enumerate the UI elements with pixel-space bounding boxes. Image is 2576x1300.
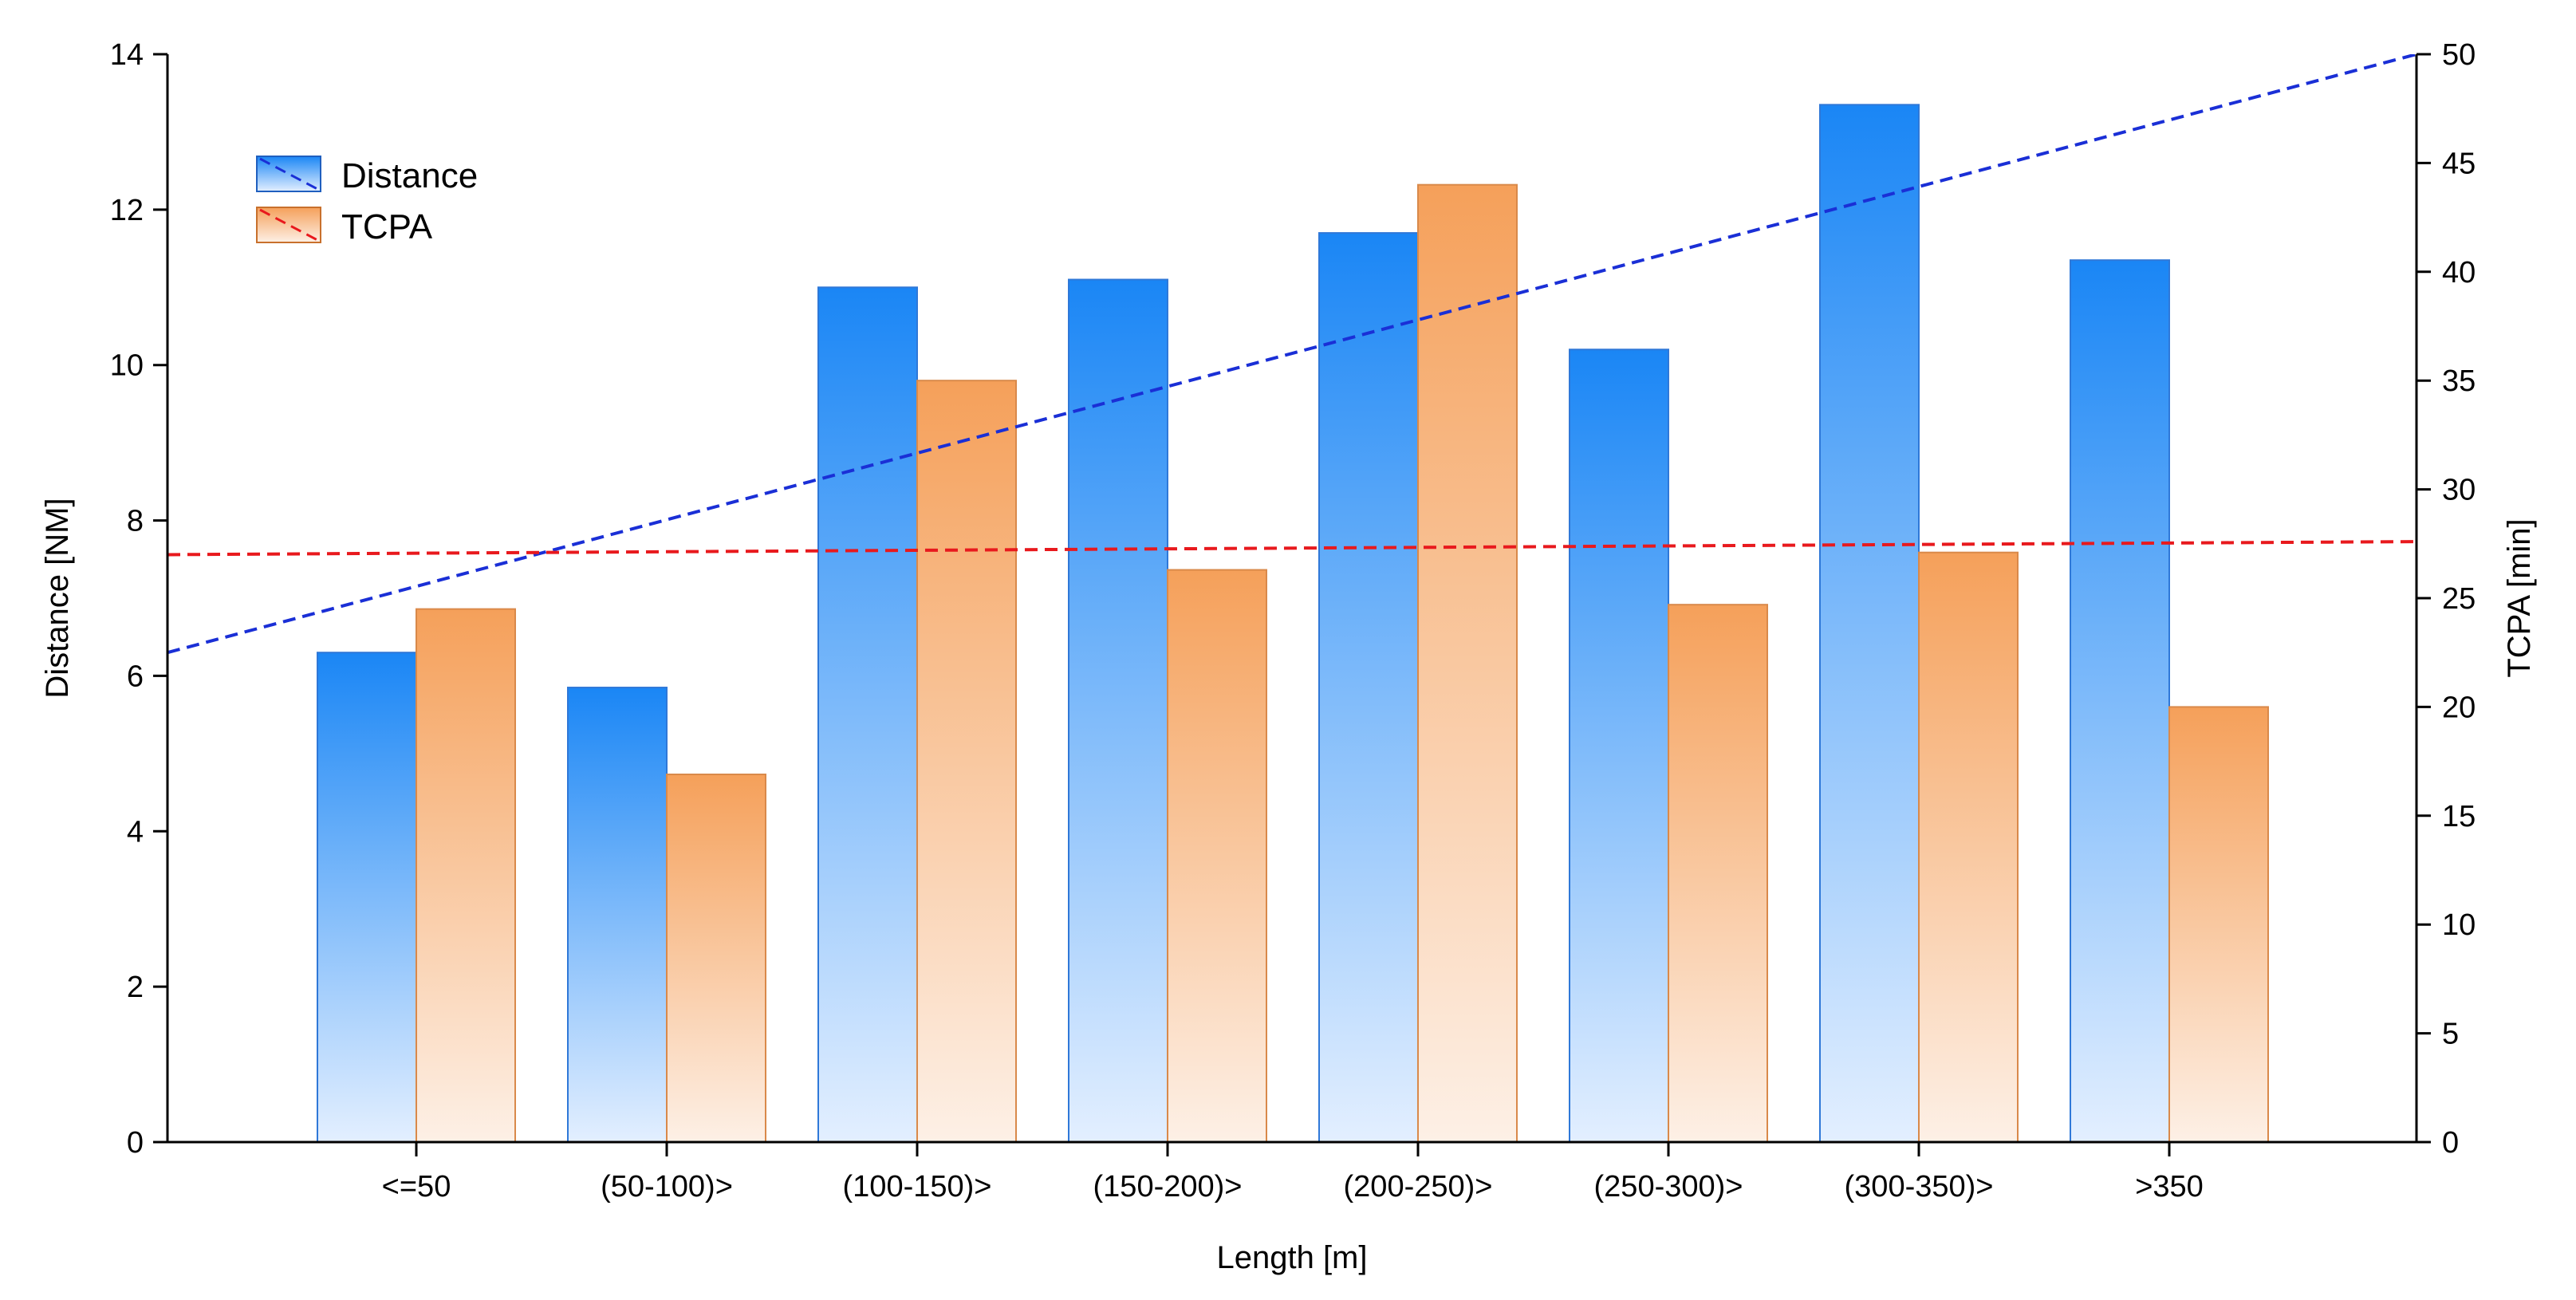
bar-distance-6 — [1819, 104, 1920, 1143]
y-tick-label: 10 — [110, 349, 144, 383]
x-tick-label: >350 — [2135, 1170, 2204, 1203]
x-tick-label: (50-100)> — [601, 1170, 733, 1203]
bar-tcpa-7 — [2168, 706, 2269, 1143]
y-tick-label: 2 — [127, 971, 144, 1004]
y2-tick-label: 50 — [2442, 38, 2476, 72]
x-tick-label: (100-150)> — [843, 1170, 992, 1203]
legend-line-distance — [259, 157, 318, 191]
bar-tcpa-5 — [1668, 604, 1768, 1143]
y-tick-label: 0 — [127, 1126, 144, 1160]
trend-lines-group — [167, 54, 2416, 655]
bar-tcpa-3 — [1167, 569, 1267, 1143]
y2-tick-label: 45 — [2442, 147, 2476, 180]
y2-tick-label: 15 — [2442, 800, 2476, 833]
y-axis-title: Distance [NM] — [40, 498, 75, 698]
legend: Distance TCPA — [256, 156, 478, 246]
bar-distance-1 — [567, 687, 668, 1143]
x-tick-label: (150-200)> — [1093, 1170, 1243, 1203]
legend-label-distance: Distance — [341, 156, 478, 195]
y-tick-label: 4 — [127, 815, 144, 849]
y2-tick-label: 5 — [2442, 1018, 2459, 1051]
legend-label-tcpa: TCPA — [341, 207, 433, 246]
bar-distance-7 — [2070, 259, 2170, 1144]
y2-tick-label: 35 — [2442, 364, 2476, 398]
x-tick-label: (200-250)> — [1344, 1170, 1493, 1203]
y2-tick-label: 25 — [2442, 582, 2476, 616]
y-tick-label: 6 — [127, 660, 144, 693]
y-tick-label: 14 — [110, 38, 144, 72]
x-tick-label: <=50 — [382, 1170, 451, 1203]
y-tick-label: 8 — [127, 505, 144, 538]
y2-tick-label: 30 — [2442, 474, 2476, 507]
bar-distance-0 — [317, 652, 417, 1143]
bars-group — [317, 104, 2269, 1144]
y-tick-label: 12 — [110, 194, 144, 227]
right-axis-ticks: 0 5 10 15 20 25 30 35 40 45 50 — [2416, 38, 2476, 1160]
bar-tcpa-4 — [1417, 183, 1518, 1143]
bar-tcpa-0 — [416, 608, 516, 1143]
bar-distance-5 — [1569, 349, 1669, 1143]
x-axis-title: Length [m] — [1216, 1240, 1367, 1275]
bar-distance-3 — [1068, 278, 1168, 1143]
trend-line-distance — [167, 54, 2416, 655]
bar-distance-4 — [1318, 232, 1419, 1144]
left-axis-ticks: 0 2 4 6 8 10 12 14 — [110, 38, 167, 1160]
bar-tcpa-1 — [666, 773, 766, 1144]
x-tick-label: (250-300)> — [1594, 1170, 1743, 1203]
y2-tick-label: 20 — [2442, 691, 2476, 724]
y2-tick-label: 40 — [2442, 256, 2476, 290]
y2-tick-label: 0 — [2442, 1126, 2459, 1160]
bar-tcpa-2 — [916, 380, 1017, 1143]
x-axis-ticks: <=50 (50-100)> (100-150)> (150-200)> (200-25… — [382, 1142, 2204, 1203]
bar-tcpa-6 — [1918, 551, 2019, 1143]
bar-distance-2 — [817, 286, 918, 1143]
x-tick-label: (300-350)> — [1845, 1170, 1994, 1203]
y2-tick-label: 10 — [2442, 908, 2476, 942]
trend-line-tcpa — [167, 540, 2416, 557]
y2-axis-title: TCPA [min] — [2502, 518, 2537, 677]
legend-line-tcpa — [259, 208, 318, 242]
